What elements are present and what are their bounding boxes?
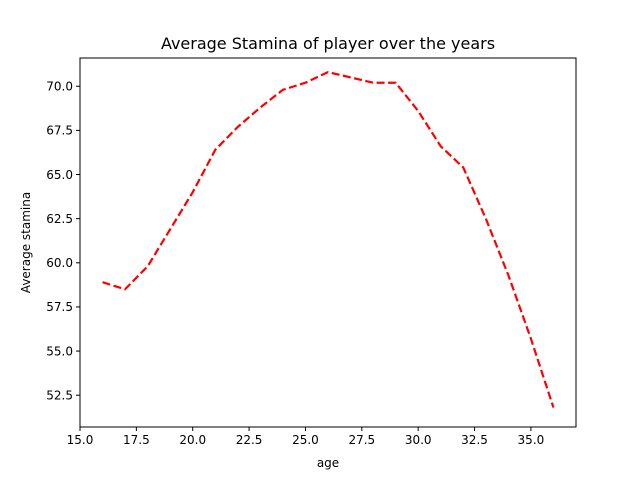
x-tick-label: 27.5 — [348, 433, 375, 447]
y-tick-label: 52.5 — [46, 389, 73, 403]
y-axis-label: Average stamina — [19, 192, 33, 293]
x-tick-label: 17.5 — [123, 433, 150, 447]
y-tick-label: 60.0 — [46, 256, 73, 270]
y-tick-label: 67.5 — [46, 124, 73, 138]
x-axis-label: age — [317, 456, 339, 470]
x-tick-label: 35.0 — [518, 433, 545, 447]
x-tick-label: 15.0 — [67, 433, 94, 447]
x-tick-label: 30.0 — [405, 433, 432, 447]
y-tick-label: 57.5 — [46, 300, 73, 314]
x-tick-label: 25.0 — [292, 433, 319, 447]
y-tick-label: 62.5 — [46, 212, 73, 226]
x-tick-label: 22.5 — [236, 433, 263, 447]
y-tick-label: 70.0 — [46, 80, 73, 94]
x-tick-label: 20.0 — [179, 433, 206, 447]
chart-title: Average Stamina of player over the years — [161, 34, 495, 53]
y-tick-label: 55.0 — [46, 344, 73, 358]
x-tick-label: 32.5 — [461, 433, 488, 447]
y-tick-label: 65.0 — [46, 168, 73, 182]
